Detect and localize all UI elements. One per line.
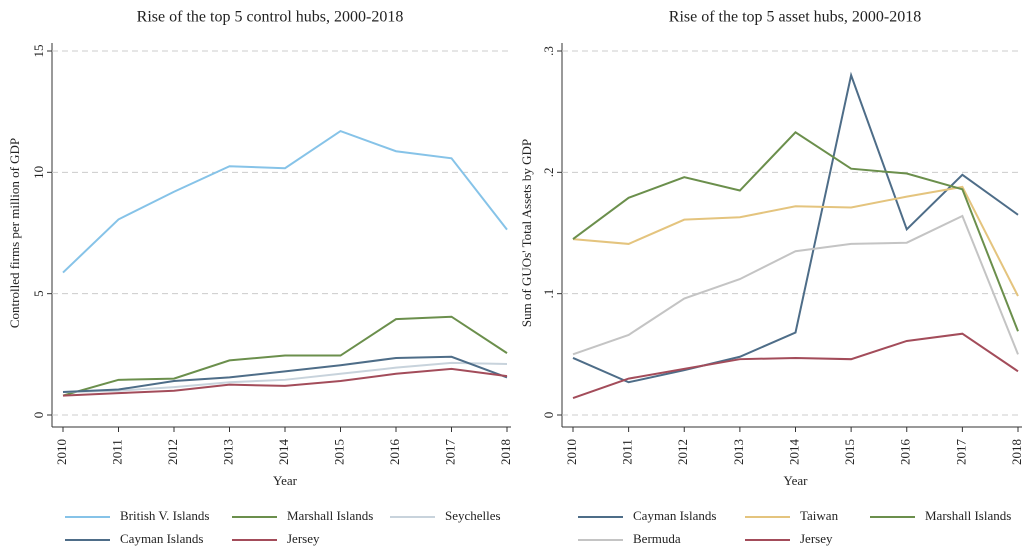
legend-label: Jersey <box>287 531 320 546</box>
x-tick-label: 2018 <box>498 439 513 465</box>
x-tick-label: 2014 <box>786 439 801 466</box>
series-line <box>62 355 508 393</box>
x-tick-label: 2012 <box>165 439 180 465</box>
x-tick-label: 2015 <box>331 439 346 465</box>
y-tick-label: .2 <box>541 167 556 177</box>
legend-label: Seychelles <box>445 508 501 523</box>
legend-label: Taiwan <box>800 508 839 523</box>
y-tick-label: .1 <box>541 289 556 299</box>
x-tick-label: 2011 <box>620 439 635 465</box>
x-tick-label: 2016 <box>898 439 913 466</box>
series-line <box>572 185 1019 297</box>
chart-title: Rise of the top 5 asset hubs, 2000-2018 <box>669 9 921 26</box>
x-tick-label: 2013 <box>731 439 746 465</box>
chart-title: Rise of the top 5 control hubs, 2000-201… <box>137 9 404 26</box>
legend-label: British V. Islands <box>120 508 209 523</box>
x-tick-label: 2018 <box>1009 439 1024 465</box>
y-tick-label: 5 <box>31 290 46 297</box>
series-line <box>572 71 1019 384</box>
legend-label: Jersey <box>800 531 833 546</box>
y-tick-label: 0 <box>541 412 556 419</box>
x-tick-label: 2014 <box>276 439 291 466</box>
series-line <box>62 361 508 393</box>
series-line <box>62 315 508 397</box>
legend-label: Marshall Islands <box>287 508 373 523</box>
y-tick-label: 10 <box>31 166 46 179</box>
x-tick-label: 2013 <box>220 439 235 465</box>
y-tick-label: .3 <box>541 46 556 56</box>
y-tick-label: 0 <box>31 412 46 419</box>
x-tick-label: 2010 <box>54 439 69 465</box>
y-axis-label: Controlled firms per million of GDP <box>7 138 22 328</box>
series-line <box>572 214 1019 356</box>
legend-label: Marshall Islands <box>925 508 1011 523</box>
legend-label: Cayman Islands <box>120 531 203 546</box>
series-line <box>62 129 508 274</box>
x-tick-label: 2017 <box>442 439 457 466</box>
y-axis-label: Sum of GUOs' Total Assets by GDP <box>519 139 534 327</box>
x-tick-label: 2015 <box>842 439 857 465</box>
series-line <box>572 131 1019 332</box>
x-tick-label: 2017 <box>953 439 968 466</box>
x-tick-label: 2011 <box>109 439 124 465</box>
series-line <box>62 367 508 397</box>
x-tick-label: 2012 <box>675 439 690 465</box>
x-axis-label: Year <box>273 473 298 488</box>
x-axis-label: Year <box>784 473 809 488</box>
legend-label: Bermuda <box>633 531 681 546</box>
y-tick-label: 15 <box>31 45 46 58</box>
x-tick-label: 2010 <box>564 439 579 465</box>
x-tick-label: 2016 <box>387 439 402 466</box>
series-line <box>572 332 1019 399</box>
legend-label: Cayman Islands <box>633 508 716 523</box>
